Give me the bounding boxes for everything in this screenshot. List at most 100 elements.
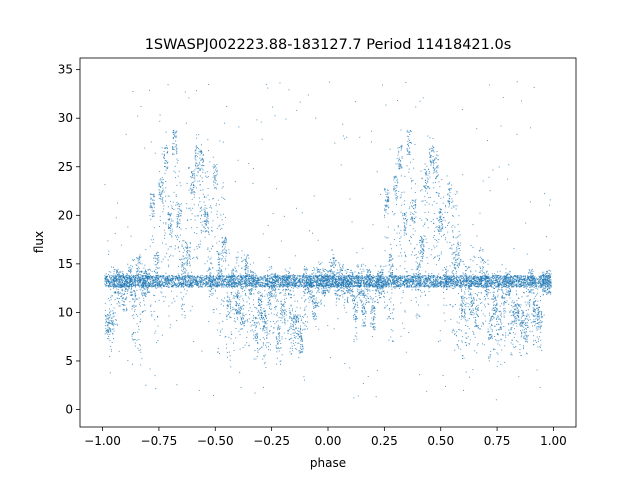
- data-point: [243, 286, 245, 288]
- data-point: [162, 276, 164, 278]
- data-point: [210, 285, 212, 287]
- data-point: [292, 342, 294, 344]
- data-point: [238, 281, 240, 283]
- data-point: [297, 327, 299, 329]
- data-point: [188, 167, 190, 169]
- data-point: [225, 268, 227, 270]
- data-point: [187, 273, 189, 275]
- data-point: [231, 282, 233, 284]
- data-point: [169, 219, 171, 221]
- data-point: [196, 248, 198, 250]
- data-point: [223, 242, 225, 244]
- data-point: [214, 283, 216, 285]
- data-point: [293, 284, 295, 286]
- data-point: [259, 348, 261, 350]
- data-point: [177, 278, 179, 280]
- data-point: [223, 297, 225, 299]
- data-point: [134, 277, 136, 279]
- data-point: [285, 311, 287, 313]
- data-point: [233, 320, 235, 322]
- data-point: [239, 371, 241, 373]
- data-point: [223, 278, 225, 280]
- data-point: [189, 255, 191, 257]
- data-point: [257, 351, 259, 353]
- data-point: [157, 259, 159, 261]
- data-point: [198, 280, 200, 282]
- data-point: [265, 346, 267, 348]
- data-point: [140, 318, 142, 320]
- data-point: [198, 389, 200, 391]
- data-point: [185, 247, 187, 249]
- data-point: [201, 230, 203, 232]
- data-point: [228, 252, 230, 254]
- data-point: [260, 298, 262, 300]
- data-point: [166, 278, 168, 280]
- data-point: [110, 319, 112, 321]
- data-point: [245, 271, 247, 273]
- data-point: [247, 254, 249, 256]
- data-point: [125, 310, 127, 312]
- data-point: [157, 274, 159, 276]
- data-point: [207, 216, 209, 218]
- data-point: [176, 295, 178, 297]
- data-point: [201, 286, 203, 288]
- data-point: [139, 254, 141, 256]
- data-point: [256, 347, 258, 349]
- data-point: [220, 275, 222, 277]
- data-point: [256, 318, 258, 320]
- data-point: [223, 300, 225, 302]
- data-point: [259, 317, 261, 319]
- data-point: [196, 175, 198, 177]
- data-point: [178, 170, 180, 172]
- data-point: [263, 321, 265, 323]
- data-point: [147, 278, 149, 280]
- data-point: [254, 280, 256, 282]
- data-point: [173, 281, 175, 283]
- data-point: [222, 283, 224, 285]
- data-point: [110, 297, 112, 299]
- data-point: [284, 268, 286, 270]
- data-point: [137, 274, 139, 276]
- data-point: [236, 276, 238, 278]
- data-point: [236, 297, 238, 299]
- data-point: [161, 278, 163, 280]
- data-point: [216, 282, 218, 284]
- data-point: [139, 280, 141, 282]
- data-point: [212, 283, 214, 285]
- data-point: [262, 295, 264, 297]
- data-point: [244, 268, 246, 270]
- data-point: [280, 343, 282, 345]
- data-point: [105, 278, 107, 280]
- data-point: [266, 278, 268, 280]
- data-point: [216, 284, 218, 286]
- data-point: [205, 284, 207, 286]
- data-point: [198, 283, 200, 285]
- data-point: [177, 273, 179, 275]
- data-point: [130, 285, 132, 287]
- data-point: [189, 247, 191, 249]
- data-point: [175, 149, 177, 151]
- data-point: [240, 279, 242, 281]
- data-point: [239, 328, 241, 330]
- data-point: [299, 101, 301, 103]
- data-point: [242, 322, 244, 324]
- data-point: [289, 351, 291, 353]
- data-point: [138, 338, 140, 340]
- data-point: [279, 339, 281, 341]
- data-point: [118, 301, 120, 303]
- data-point: [160, 193, 162, 195]
- data-point: [121, 287, 123, 289]
- data-point: [134, 292, 136, 294]
- data-point: [258, 282, 260, 284]
- data-point: [165, 272, 167, 274]
- data-point: [189, 261, 191, 263]
- data-point: [269, 329, 271, 331]
- data-point: [266, 335, 268, 337]
- data-point: [193, 170, 195, 172]
- data-point: [274, 115, 276, 117]
- data-point: [249, 283, 251, 285]
- data-point: [167, 259, 169, 261]
- data-point: [128, 287, 130, 289]
- data-point: [111, 285, 113, 287]
- data-point: [143, 297, 145, 299]
